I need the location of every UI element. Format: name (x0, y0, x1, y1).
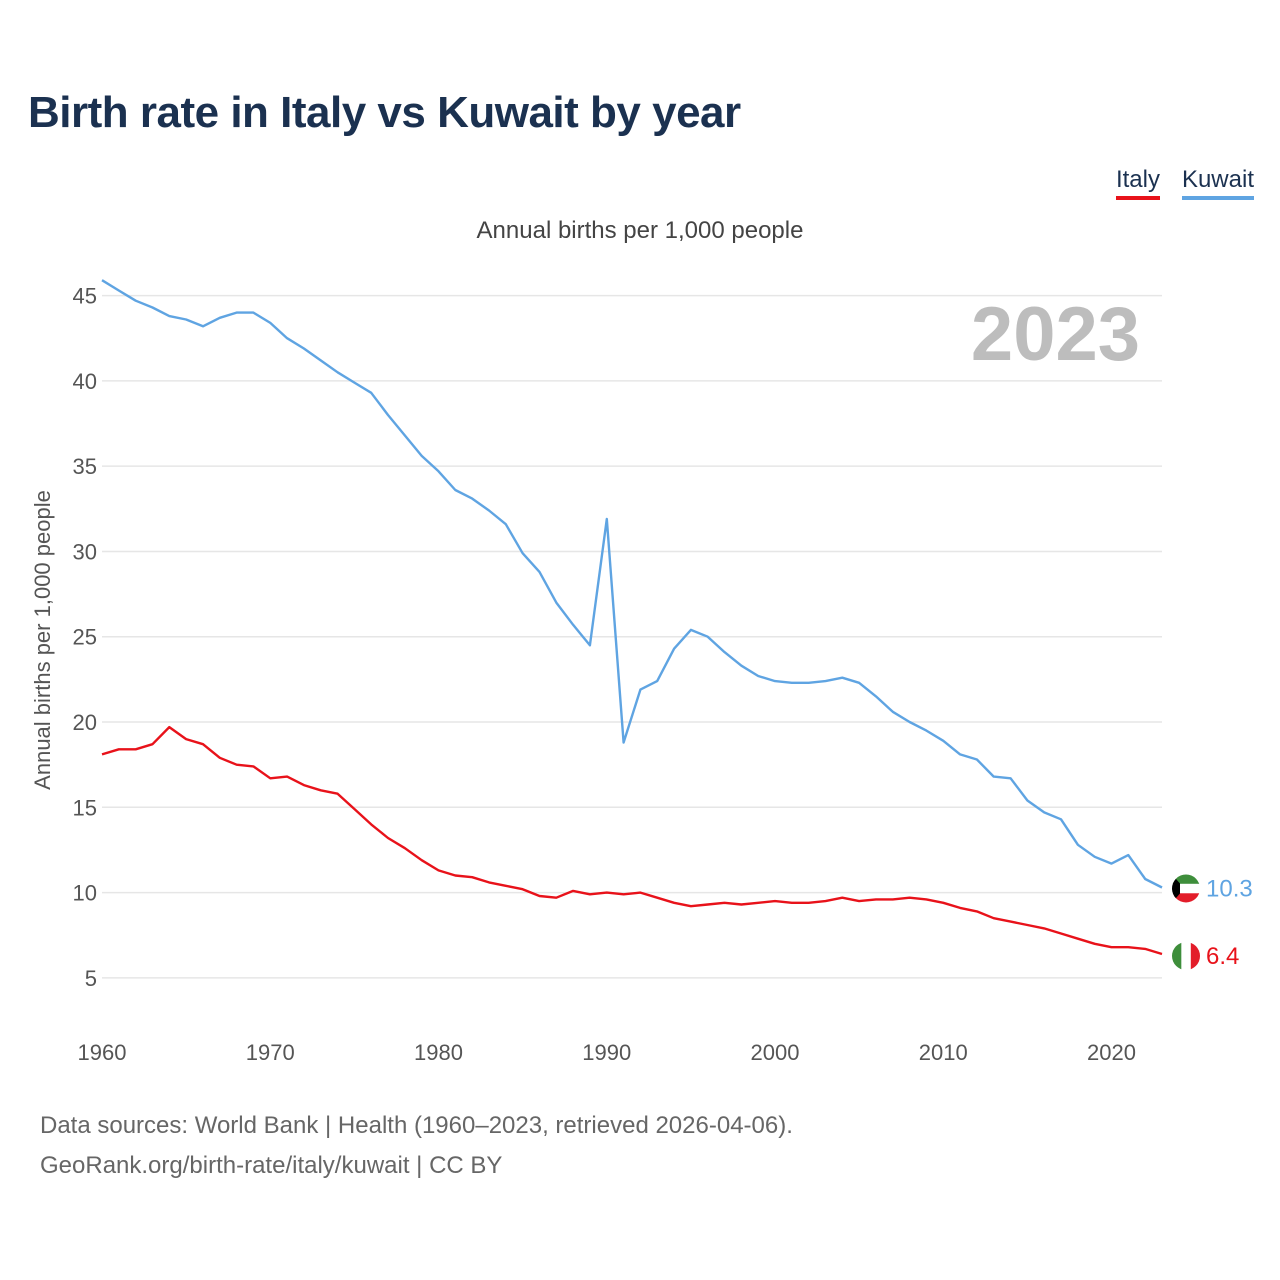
line-chart: 5 10 15 20 25 30 35 40 45 1960 1970 1980 1990 2000 20… (30, 279, 1253, 1065)
chart-title: Birth rate in Italy vs Kuwait by year (28, 88, 741, 137)
kuwait-flag-icon (1172, 874, 1200, 903)
footer-sources: Data sources: World Bank | Health (1960–… (40, 1112, 793, 1139)
italy-flag-icon (1172, 942, 1200, 971)
y-axis-ticks: 5 10 15 20 25 30 35 40 45 (73, 284, 97, 991)
series-line-italy (101, 725, 1163, 956)
y-tick-20: 20 (73, 710, 97, 735)
footer-link[interactable]: GeoRank.org/birth-rate/italy/kuwait | CC… (40, 1152, 503, 1179)
y-axis-label: Annual births per 1,000 people (30, 490, 55, 790)
x-tick-1960: 1960 (78, 1040, 127, 1065)
x-axis-ticks: 1960 1970 1980 1990 2000 2010 2020 (78, 1040, 1136, 1065)
year-label: 2023 (971, 292, 1140, 377)
y-tick-40: 40 (73, 369, 97, 394)
y-tick-25: 25 (73, 625, 97, 650)
y-tick-15: 15 (73, 795, 97, 820)
y-tick-45: 45 (73, 284, 97, 309)
series-line-kuwait (101, 279, 1163, 889)
kuwait-end-value: 10.3 (1206, 875, 1253, 902)
end-markers: 10.3 6.4 (1172, 874, 1253, 971)
x-tick-2020: 2020 (1087, 1040, 1136, 1065)
italy-end-value: 6.4 (1206, 943, 1239, 970)
gridlines (102, 294, 1162, 979)
y-tick-30: 30 (73, 539, 97, 564)
x-tick-1980: 1980 (414, 1040, 463, 1065)
legend-italy[interactable]: Italy (1115, 166, 1160, 200)
x-tick-1970: 1970 (246, 1040, 295, 1065)
y-tick-5: 5 (85, 966, 97, 991)
footer: Data sources: World Bank | Health (1960–… (40, 1106, 793, 1186)
chart-subtitle: Annual births per 1,000 people (476, 217, 804, 244)
series-lines (101, 279, 1163, 956)
y-tick-35: 35 (73, 454, 97, 479)
x-tick-2000: 2000 (751, 1040, 800, 1065)
x-tick-2010: 2010 (919, 1040, 968, 1065)
legend: Italy Kuwait (1115, 166, 1254, 200)
legend-kuwait[interactable]: Kuwait (1181, 166, 1254, 200)
x-tick-1990: 1990 (582, 1040, 631, 1065)
y-tick-10: 10 (73, 881, 97, 906)
